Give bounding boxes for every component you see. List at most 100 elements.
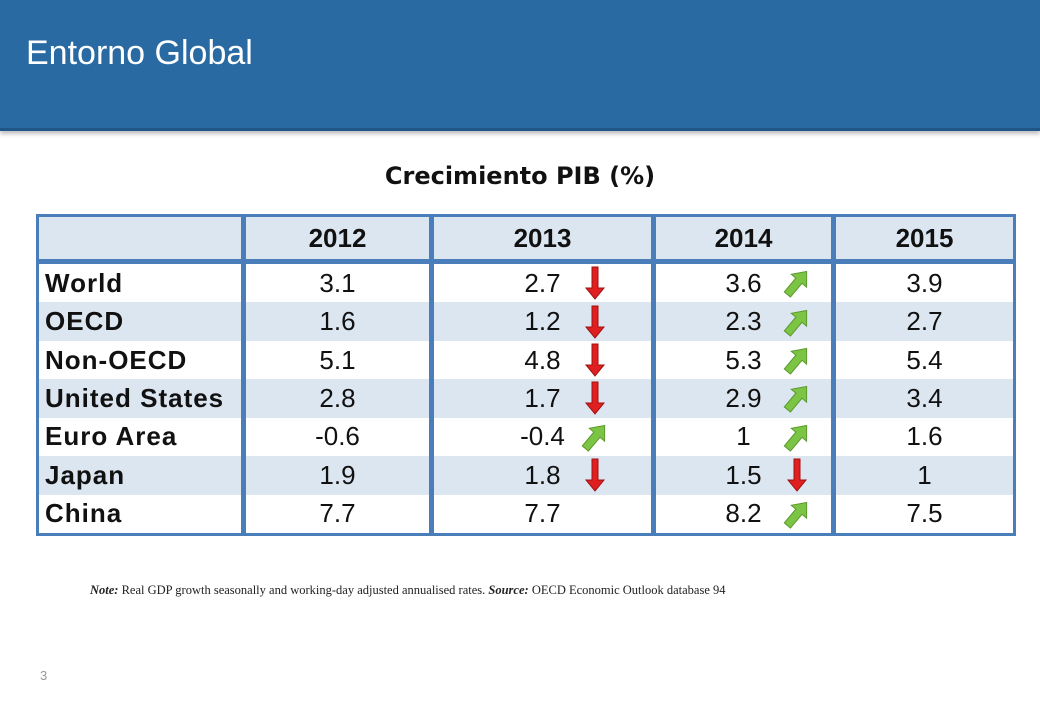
header-cell-2015: 2015 (836, 217, 1013, 264)
slide-title: Entorno Global (26, 34, 253, 72)
cell-2015: 1 (836, 456, 1013, 495)
country: Japan (39, 456, 246, 495)
cell-2012: 3.1 (246, 264, 434, 303)
arrow-down-icon (581, 343, 609, 377)
cell-2015: 3.9 (836, 264, 1013, 303)
gdp-value: 7.5 (906, 498, 943, 529)
country: Non-OECD (39, 340, 246, 380)
arrow-up-icon (783, 381, 811, 415)
gdp-value: 4.8 (524, 344, 561, 375)
gdp-value: 3.6 (725, 267, 762, 298)
cell-2015: 7.5 (836, 494, 1013, 533)
gdp-value: 1 (917, 459, 932, 490)
country: Euro Area (39, 417, 246, 457)
cell-2013: 1.8 (434, 456, 656, 495)
cell-2013: 7.7 (434, 494, 656, 533)
arrow-up-icon (783, 343, 811, 377)
gdp-value: 2.3 (725, 306, 762, 337)
table-title: Crecimiento PIB (%) (384, 162, 656, 190)
arrow-down-icon (581, 266, 609, 300)
gdp-value: 1.6 (906, 421, 943, 452)
arrow-up-icon (783, 420, 811, 454)
slide-header: Entorno Global (0, 0, 1040, 131)
country-label: China (45, 498, 123, 529)
cell-2014: 2.9 (656, 379, 836, 418)
cell-2014: 1 (656, 417, 836, 457)
country: United States (39, 379, 246, 418)
table-row: World 3.1 2.7 3.6 3.9 (39, 264, 1013, 303)
page-number: 3 (40, 668, 48, 683)
cell-2012: 2.8 (246, 379, 434, 418)
gdp-value: 1.7 (524, 382, 561, 413)
gdp-value: 3.1 (319, 267, 356, 298)
cell-2013: 4.8 (434, 340, 656, 380)
gdp-value: 2.9 (725, 382, 762, 413)
cell-2015: 3.4 (836, 379, 1013, 418)
cell-2012: 5.1 (246, 340, 434, 380)
cell-2015: 1.6 (836, 417, 1013, 457)
source-label: Source: (488, 583, 529, 597)
cell-2013: -0.4 (434, 417, 656, 457)
cell-2014: 2.3 (656, 302, 836, 341)
gdp-table-frame: 2012 2013 2014 2015 World 3.1 2.7 3.6 3.9 OEC… (36, 214, 1016, 536)
footnote: Note: Real GDP growth seasonally and wor… (90, 583, 726, 598)
arrow-up-icon (581, 420, 609, 454)
country-label: Euro Area (45, 421, 178, 452)
gdp-value: 7.7 (319, 498, 356, 529)
cell-2012: -0.6 (246, 417, 434, 457)
cell-2013: 1.7 (434, 379, 656, 418)
cell-2014: 3.6 (656, 264, 836, 303)
gdp-value: -0.4 (520, 421, 565, 452)
gdp-value: 5.3 (725, 344, 762, 375)
gdp-value: 3.4 (906, 382, 943, 413)
country: World (39, 264, 246, 303)
cell-2012: 1.9 (246, 456, 434, 495)
table-row: United States 2.8 1.7 2.9 3.4 (39, 379, 1013, 418)
header-cell-2014: 2014 (656, 217, 836, 264)
arrow-down-icon (783, 458, 811, 493)
cell-2015: 5.4 (836, 340, 1013, 380)
table-header-row: 2012 2013 2014 2015 (39, 217, 1013, 264)
gdp-value: 1.2 (524, 306, 561, 337)
arrow-up-icon (783, 497, 811, 531)
gdp-value: 2.7 (524, 267, 561, 298)
header-cell-2013: 2013 (434, 217, 656, 264)
gdp-value: 7.7 (524, 498, 561, 529)
header-cell-blank (39, 217, 246, 264)
gdp-value: 1.9 (319, 459, 356, 490)
cell-2013: 1.2 (434, 302, 656, 341)
arrow-up-icon (783, 266, 811, 300)
cell-2012: 7.7 (246, 494, 434, 533)
note-label: Note: (90, 583, 119, 597)
gdp-value: 3.9 (906, 267, 943, 298)
gdp-value: -0.6 (315, 421, 360, 452)
country-label: United States (45, 382, 225, 413)
cell-2014: 1.5 (656, 456, 836, 495)
table-row: Euro Area -0.6 -0.4 1 1.6 (39, 417, 1013, 457)
cell-2015: 2.7 (836, 302, 1013, 341)
cell-2014: 8.2 (656, 494, 836, 533)
country-label: Non-OECD (45, 344, 188, 375)
arrow-down-icon (581, 305, 609, 339)
header-cell-2012: 2012 (246, 217, 434, 264)
arrow-up-icon (783, 305, 811, 339)
gdp-value: 1.8 (524, 459, 561, 490)
table-row: Japan 1.9 1.8 1.5 1 (39, 456, 1013, 495)
country-label: Japan (45, 459, 126, 490)
note-text: Real GDP growth seasonally and working-d… (118, 583, 489, 597)
gdp-value: 5.1 (319, 344, 356, 375)
country-label: World (45, 267, 124, 298)
cell-2014: 5.3 (656, 340, 836, 380)
source-text: OECD Economic Outlook database 94 (528, 583, 726, 597)
arrow-down-icon (581, 381, 609, 416)
table-row: Non-OECD 5.1 4.8 5.3 5.4 (39, 340, 1013, 380)
gdp-table: 2012 2013 2014 2015 World 3.1 2.7 3.6 3.9 OEC… (39, 217, 1013, 533)
gdp-value: 5.4 (906, 344, 943, 375)
gdp-value: 8.2 (725, 498, 762, 529)
table-row: China 7.7 7.7 8.2 7.5 (39, 494, 1013, 533)
gdp-value: 2.8 (319, 382, 356, 413)
country: China (39, 494, 246, 533)
gdp-value: 1 (736, 421, 751, 452)
cell-2012: 1.6 (246, 302, 434, 341)
gdp-value: 1.5 (725, 459, 762, 490)
